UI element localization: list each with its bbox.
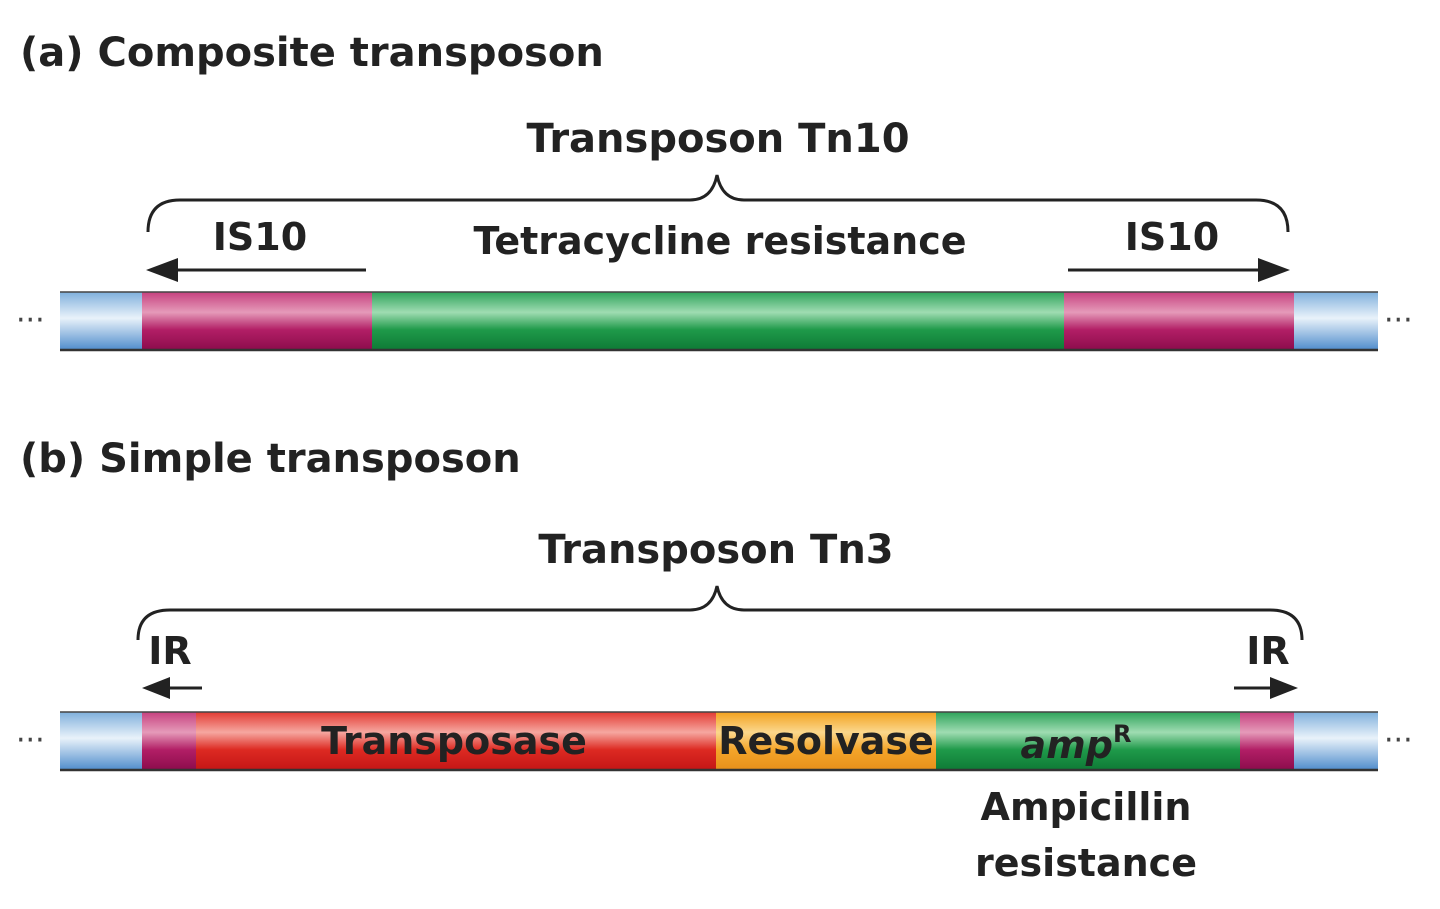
panel-b-title: (b) Simple transposon <box>20 436 521 482</box>
tn3-title: Transposon Tn3 <box>538 527 893 573</box>
tn3-brace <box>136 585 1304 641</box>
continuation-left-b: ··· <box>16 723 45 758</box>
left-ir-arrow <box>142 677 202 699</box>
tn10-brace <box>146 174 1290 233</box>
is10-right-segment <box>1064 292 1294 350</box>
tn10-title: Transposon Tn10 <box>526 116 909 162</box>
amp-segment <box>936 712 1240 770</box>
continuation-right-a: ··· <box>1384 303 1413 338</box>
ir-right-segment <box>1240 712 1294 770</box>
amp-caption-line2: resistance <box>975 841 1197 885</box>
continuation-right-b: ··· <box>1384 723 1413 758</box>
panel-a-title: (a) Composite transposon <box>20 30 604 76</box>
panel-a: (a) Composite transposon Transposon Tn10… <box>16 30 1413 352</box>
right-ir-arrow <box>1234 677 1298 699</box>
panel-b: (b) Simple transposon Transposon Tn3 IR … <box>16 436 1413 885</box>
continuation-left-a: ··· <box>16 303 45 338</box>
flank-dna-right <box>1294 292 1378 350</box>
flank-dna-right-b <box>1294 712 1378 770</box>
left-ir-label: IR <box>148 629 191 673</box>
tetracycline-segment <box>372 292 1064 350</box>
left-is10-arrow <box>146 258 366 282</box>
tetracycline-label: Tetracycline resistance <box>473 219 966 263</box>
tn10-dna-bar <box>60 291 1378 352</box>
tn3-dna-bar <box>60 711 1378 772</box>
flank-dna-left-b <box>60 712 142 770</box>
left-is10-label: IS10 <box>213 215 307 259</box>
resolvase-label: Resolvase <box>718 719 934 763</box>
transposase-label: Transposase <box>321 719 587 763</box>
ir-left-segment <box>142 712 196 770</box>
flank-dna-left <box>60 292 142 350</box>
is10-left-segment <box>142 292 372 350</box>
right-is10-arrow <box>1068 258 1290 282</box>
amp-caption-line1: Ampicillin <box>981 785 1192 829</box>
right-is10-label: IS10 <box>1125 215 1219 259</box>
transposase-segment <box>196 712 716 770</box>
right-ir-label: IR <box>1246 629 1289 673</box>
amp-gene-label: ampR <box>1021 720 1132 767</box>
resolvase-segment <box>716 712 936 770</box>
